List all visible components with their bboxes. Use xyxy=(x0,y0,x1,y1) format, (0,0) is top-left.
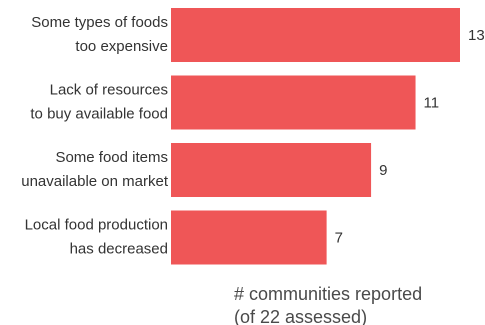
value-label-1: 11 xyxy=(424,95,440,112)
value-label-2: 9 xyxy=(379,162,387,179)
x-axis-label-line-1: # communities reported xyxy=(234,284,422,304)
category-label-1-line-1: to buy available food xyxy=(30,106,168,123)
category-label-1-line-0: Lack of resources xyxy=(50,82,168,99)
category-label-0-line-1: too expensive xyxy=(75,38,168,55)
category-label-2-line-1: unavailable on market xyxy=(21,173,169,190)
bar-2 xyxy=(171,143,372,197)
x-axis-label-line-2: (of 22 assessed) xyxy=(234,307,367,325)
category-label-3-line-1: has decreased xyxy=(70,241,168,258)
category-label-0-line-0: Some types of foods xyxy=(31,14,168,31)
bar-1 xyxy=(171,75,416,130)
value-labels: 13 11 9 7 xyxy=(335,27,485,247)
bar-0 xyxy=(171,8,460,62)
value-label-0: 13 xyxy=(468,27,485,44)
bars-group xyxy=(171,8,460,265)
category-label-3-line-0: Local food production xyxy=(25,217,168,234)
value-label-3: 7 xyxy=(335,230,343,247)
category-labels: Some types of foods too expensive Lack of … xyxy=(21,14,169,258)
category-label-2-line-0: Some food items xyxy=(55,149,168,166)
bar-3 xyxy=(171,210,327,265)
